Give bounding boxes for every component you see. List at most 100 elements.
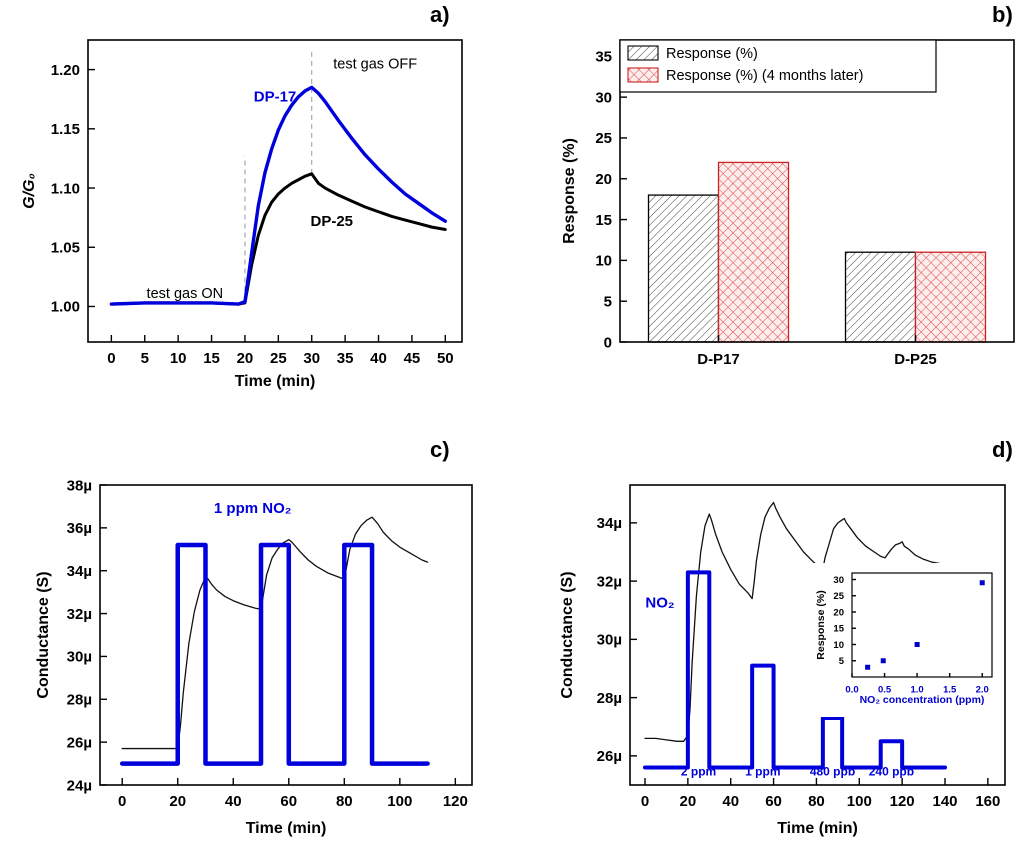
x-tick-label: 0 [641,793,649,810]
annotation: test gas ON [147,286,224,302]
bar-D-P17-1 [717,161,790,343]
x-tick-label: 40 [370,350,387,367]
scatter-point [865,664,871,670]
x-tick-label: 45 [404,350,421,367]
y-tick-label: 1.20 [51,62,80,79]
x-tick-label: 30 [303,350,320,367]
plot-frame [99,484,473,786]
chart-panel-c: 0 20 40 60 80 100 120 24µ 26µ 28µ 30µ 32µ 34µ 36µ 38µ T… [35,477,473,837]
annotation: 240 ppb [869,765,914,779]
y-tick-label: 30µ [597,632,622,649]
y-tick-label: 35 [595,49,612,66]
y-tick-label: 34µ [67,563,92,580]
x-tick-label: 140 [932,793,957,810]
bar-D-P25-0 [844,251,917,343]
annotation: 480 ppb [810,765,855,779]
annotation: test gas OFF [333,56,417,72]
legend-label: Response (%) (4 months later) [666,68,863,84]
chart-panel-b: D-P17 D-P25 0 5 10 15 20 25 30 35 Response (%) Resp… [561,39,1015,368]
x-axis-label: NO₂ concentration (ppm) [860,694,985,706]
x-tick-label: 20 [680,793,697,810]
x-tick-label: 15 [203,350,220,367]
panel-label-a: a) [430,2,450,27]
y-tick-label: 28µ [67,692,92,709]
panel-label-b: b) [992,2,1013,27]
legend [619,39,937,93]
legend-swatch [627,45,659,61]
x-tick-label: 50 [437,350,454,367]
annotation: 1 ppm [745,765,780,779]
y-tick-label: 1.15 [51,121,80,138]
series-DP-25 [109,172,447,306]
annotation: DP-25 [311,213,354,230]
x-tick-label: 0 [118,793,126,810]
legend-swatch [627,67,659,83]
y-tick-label: 36µ [67,520,92,537]
y-tick-label: 26µ [67,734,92,751]
legend-label: Response (%) [666,46,758,62]
x-tick-label: 120 [890,793,915,810]
x-tick-label: 25 [270,350,287,367]
x-tick-label: 60 [280,793,297,810]
y-tick-label: 15 [833,624,844,635]
x-tick-label: 100 [387,793,412,810]
y-axis-label: Conductance (S) [35,571,52,698]
series-conductance [121,516,429,750]
scatter-point [979,580,985,586]
x-tick-label: 10 [170,350,187,367]
y-tick-label: 30 [833,575,844,586]
y-tick-label: 26µ [597,748,622,765]
annotation: NO₂ [645,594,674,611]
y-tick-label: 30µ [67,649,92,666]
chart-panel-a: 0 5 10 15 20 25 30 35 40 45 50 1.00 1.05 1.10 1.15 1.20… [21,39,463,390]
annotation: 1 ppm NO₂ [214,500,292,517]
x-tick-label: 0.5 [878,685,892,696]
annotation: DP-17 [254,89,297,106]
x-axis-label: Time (min) [246,820,327,837]
series-conductance [644,501,946,742]
x-tick-label: 20 [169,793,186,810]
x-tick-label: 0 [107,350,115,367]
x-tick-label: 1.0 [911,685,924,696]
annotation: 2 ppm [681,765,716,779]
x-axis-label: Time (min) [235,373,316,390]
y-tick-label: 10 [833,640,844,651]
x-tick-label: 35 [337,350,354,367]
y-tick-label: 20 [833,607,844,618]
y-tick-label: 38µ [67,477,92,494]
inset-background [814,563,1002,717]
y-tick-label: 5 [839,656,845,667]
x-tick-label: 20 [237,350,254,367]
x-tick-label: 160 [975,793,1000,810]
series-gas-pulse-steps [643,570,947,770]
y-axis-label: Response (%) [815,590,827,659]
y-tick-label: 0 [604,334,612,351]
y-tick-label: 15 [595,212,612,229]
plot-frame [87,39,463,343]
y-tick-label: 10 [595,253,612,270]
x-tick-label: 60 [765,793,782,810]
series-DP-17 [109,85,447,306]
y-tick-label: 32µ [597,573,622,590]
x-tick-label: D-P25 [894,351,937,368]
x-tick-label: 40 [225,793,242,810]
y-tick-label: 28µ [597,690,622,707]
y-tick-label: 1.05 [51,240,80,257]
y-tick-label: 5 [604,293,612,310]
y-tick-label: 25 [595,130,612,147]
x-tick-label: 5 [141,350,149,367]
panel-label-d: d) [992,437,1013,462]
x-tick-label: 100 [847,793,872,810]
bar-D-P25-1 [914,251,987,343]
series-gas-pulse-1ppm [119,542,430,766]
plot-frame [629,484,1006,786]
x-tick-label: 80 [336,793,353,810]
y-tick-label: 34µ [597,515,622,532]
panel-label-c: c) [430,437,450,462]
y-tick-label: 20 [595,171,612,188]
y-tick-label: 25 [833,591,844,602]
y-tick-label: 24µ [67,777,92,794]
chart-panel-d: 0 20 40 60 80 100 120 140 160 26µ 28µ 30µ 32µ 34µ Time… [559,484,1006,837]
plot-frame [851,572,993,678]
x-tick-label: 0.0 [845,685,858,696]
